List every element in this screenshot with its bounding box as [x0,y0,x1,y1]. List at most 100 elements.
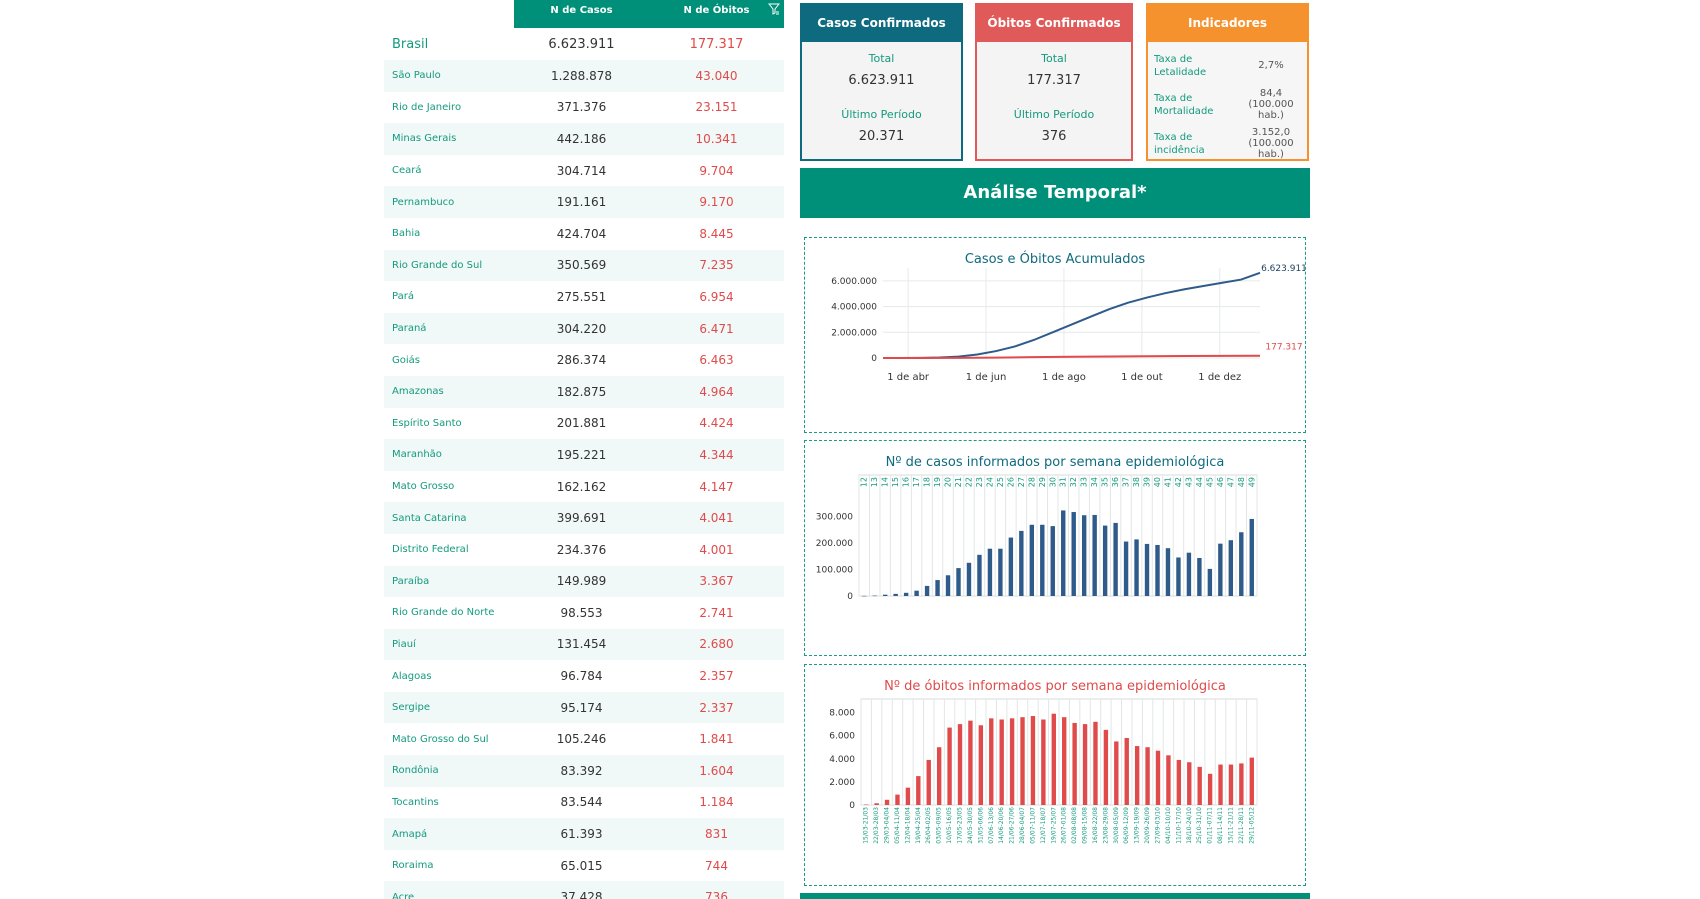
table-row[interactable]: Distrito Federal 234.376 4.001 [384,533,784,566]
state-obitos: 1.841 [699,732,734,747]
table-row[interactable]: Paraíba 149.989 3.367 [384,565,784,598]
state-obitos: 10.341 [695,131,738,146]
x-tick-label: 29/03-04/04 [884,807,891,844]
indicator-value: 84,4 (100.000 hab.) [1248,88,1294,121]
state-name: Brasil [392,36,429,52]
x-tick-label: 37 [1122,477,1131,487]
x-tick-label: 13/09-19/09 [1134,807,1141,844]
card-casos-total-label: Total [868,52,895,65]
card-casos-confirmados: Casos Confirmados Total 6.623.911 Último… [800,3,963,161]
x-tick-label: 19/07-25/07 [1050,807,1057,844]
x-tick-label: 25 [996,477,1005,487]
chart-acumulados[interactable]: 1 de abr 1 de jun 1 de ago 1 de out 1 de dez… [805,238,1305,432]
table-row[interactable]: Roraima 65.015 744 [384,849,784,882]
table-row[interactable]: Goiás 286.374 6.463 [384,344,784,376]
bar [903,592,909,596]
bar [1186,552,1192,596]
table-row[interactable]: Pará 275.551 6.954 [384,281,784,313]
state-obitos: 6.471 [699,321,734,336]
table-row[interactable]: Tocantins 83.544 1.184 [384,786,784,819]
table-row[interactable]: Amapá 61.393 831 [384,818,784,850]
table-row[interactable]: Rio Grande do Sul 350.569 7.235 [384,249,784,282]
state-name: Mato Grosso [392,481,455,493]
chart-obitos-semana[interactable]: 0 2.000 4.000 6.000 8.000 15/03-21/03 22/03-28… [805,665,1305,885]
table-row[interactable]: Alagoas 96.784 2.357 [384,660,784,692]
state-casos: 96.784 [560,669,603,684]
chart-acumulados-title: Casos e Óbitos Acumulados [964,252,1146,267]
table-row[interactable]: Mato Grosso 162.162 4.147 [384,470,784,503]
x-tick-label: 04/10-10/10 [1165,807,1172,844]
state-table: N de Casos N de Óbitos Brasil 6.623.911 … [384,0,784,899]
indicator-incidencia: Taxa de incidência 3.152,0 (100.000 hab.… [1154,124,1301,163]
bar [1072,722,1077,805]
bar [862,595,867,597]
bar [935,580,940,596]
table-row[interactable]: São Paulo 1.288.878 43.040 [384,60,784,92]
bar [1050,526,1055,596]
bar [864,804,869,806]
card-obitos-last: 376 [1041,129,1067,144]
table-row[interactable]: Pernambuco 191.161 9.170 [384,186,784,218]
state-casos: 195.221 [556,447,607,462]
bar [1207,568,1213,596]
bar [1123,541,1129,596]
table-row[interactable]: Rio de Janeiro 371.376 23.151 [384,91,784,124]
x-tick-label: 12/07-18/07 [1040,807,1047,844]
state-obitos: 2.337 [699,700,734,715]
table-row[interactable]: Maranhão 195.221 4.344 [384,439,784,471]
state-name: Rio Grande do Norte [392,607,495,619]
header-casos[interactable]: N de Casos [514,0,649,28]
x-tick-label: 22/03-28/03 [873,807,880,844]
x-tick-label: 27 [1017,477,1026,487]
card-indicadores-body: Taxa de Letalidade 2,7% Taxa de Mortalid… [1148,42,1307,160]
x-tick-label: 36 [1111,477,1120,487]
state-casos: 6.623.911 [548,36,615,52]
table-row[interactable]: Santa Catarina 399.691 4.041 [384,502,784,534]
state-name: Mato Grosso do Sul [392,733,489,745]
table-row[interactable]: Ceará 304.714 9.704 [384,154,784,187]
bar [1093,721,1098,805]
table-row[interactable]: Bahia 424.704 8.445 [384,217,784,250]
bar [1249,518,1254,596]
table-row[interactable]: Piauí 131.454 2.680 [384,628,784,661]
state-name: Paraíba [392,575,430,587]
bar [1062,717,1067,805]
table-row[interactable]: Paraná 304.220 6.471 [384,312,784,345]
state-name: Goiás [392,354,420,366]
bar [945,575,951,596]
state-casos: 304.220 [556,321,607,336]
x-tick-label: 43 [1184,477,1193,487]
state-name: São Paulo [392,70,441,82]
state-name: Minas Gerais [392,133,457,145]
header-obitos[interactable]: N de Óbitos [649,0,784,28]
card-indicadores: Indicadores Taxa de Letalidade 2,7% Taxa… [1146,3,1309,161]
x-tick-label: 26 [1006,477,1015,487]
bar [905,787,911,805]
x-tick-label: 03/05-09/05 [936,807,943,844]
card-obitos-last-label: Último Período [1013,108,1095,121]
state-obitos: 4.424 [699,416,734,431]
x-tick-label: 15 [891,477,900,487]
filter-icon[interactable] [768,3,780,15]
table-row[interactable]: Rio Grande do Norte 98.553 2.741 [384,597,784,629]
table-row[interactable]: Acre 37.428 736 [384,881,784,899]
x-tick-label: 40 [1153,477,1162,487]
table-row[interactable]: Rondônia 83.392 1.604 [384,755,784,787]
x-tick-label: 15/11-21/11 [1227,807,1234,844]
table-row[interactable]: Minas Gerais 442.186 10.341 [384,123,784,155]
table-row[interactable]: Espírito Santo 201.881 4.424 [384,407,784,440]
state-name: Tocantins [392,796,439,808]
table-header: N de Casos N de Óbitos [384,0,784,28]
state-name: Pará [392,291,414,303]
bar [884,799,890,805]
table-row[interactable]: Amazonas 182.875 4.964 [384,375,784,408]
bar [1197,766,1202,805]
table-row[interactable]: Sergipe 95.174 2.337 [384,691,784,724]
chart-casos-semana[interactable]: 0 100.000 200.000 300.000 12 13 14 15 16 17 18 19 20… [805,441,1305,655]
bar [1218,764,1223,805]
table-row-total[interactable]: Brasil 6.623.911 177.317 [384,28,784,60]
y-tick-label: 200.000 [816,539,853,549]
table-row[interactable]: Mato Grosso do Sul 105.246 1.841 [384,723,784,756]
chart-acumulados-panel: Casos e Óbitos Acumulados 1 de abr 1 de j… [804,237,1306,433]
